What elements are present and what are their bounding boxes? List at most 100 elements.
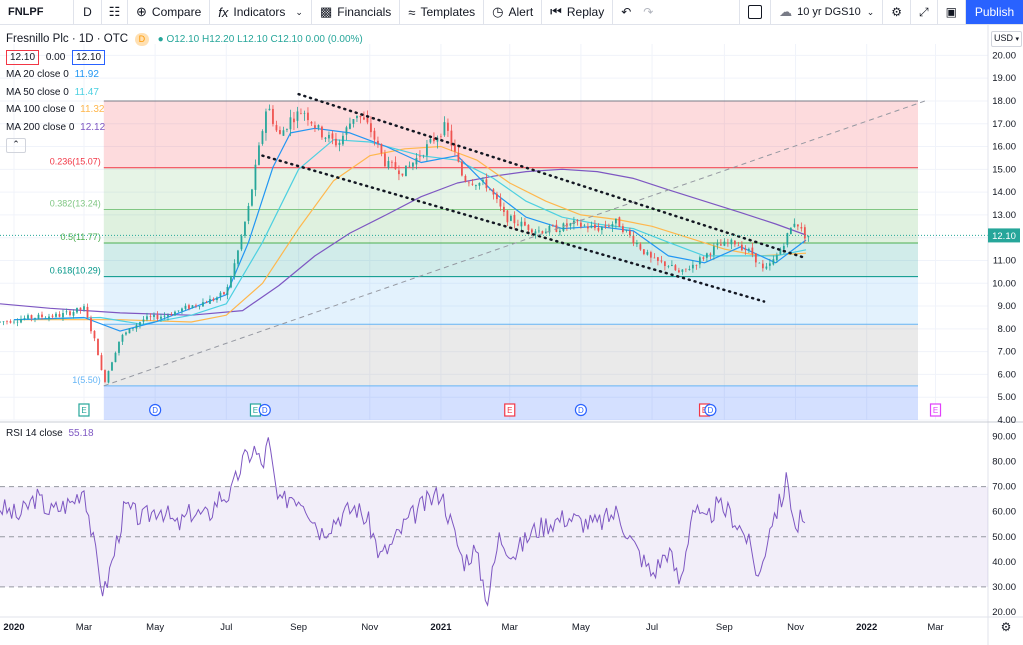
candle-body bbox=[587, 226, 589, 229]
candle-body bbox=[716, 243, 719, 246]
layout-button[interactable] bbox=[739, 0, 772, 24]
candle-body bbox=[90, 318, 92, 332]
candle-body bbox=[149, 316, 152, 318]
templates-button[interactable]: ≈ Templates bbox=[400, 0, 485, 24]
candle-body bbox=[51, 315, 54, 317]
candle-body bbox=[296, 111, 299, 121]
candle-body bbox=[534, 231, 537, 234]
candle-body bbox=[625, 230, 628, 231]
candle-body bbox=[233, 263, 236, 277]
candle-body bbox=[48, 316, 50, 319]
ma-legend-row[interactable]: MA 200 close 0 12.12 bbox=[6, 119, 363, 137]
candle-body bbox=[419, 156, 421, 157]
candle-body bbox=[177, 310, 180, 312]
chart-legend: Fresnillo Plc · 1D · OTC D ● O12.10 H12.… bbox=[6, 31, 363, 154]
candle-body bbox=[387, 161, 390, 168]
rsi-tick-label: 40.00 bbox=[992, 557, 1016, 568]
chevron-up-icon[interactable]: ⌃ bbox=[6, 138, 26, 153]
indicators-button[interactable]: fx Indicators ⌄ bbox=[210, 0, 312, 24]
candle-body bbox=[69, 311, 71, 316]
time-tick-label: 2022 bbox=[856, 622, 877, 633]
redo-icon[interactable]: ↷ bbox=[643, 5, 654, 19]
candle-body bbox=[698, 257, 701, 265]
bid-box[interactable]: 12.10 bbox=[6, 49, 40, 65]
chart-canvas[interactable]: 0.236(15.07) 0.382(13.24) 0.5(11.77) 0.618(… bbox=[0, 24, 1023, 645]
publish-label: Publish bbox=[974, 5, 1015, 19]
ohlc-low: L12.10 bbox=[237, 34, 268, 45]
d-badge-label: D bbox=[138, 34, 146, 44]
candle-body bbox=[2, 321, 5, 323]
candle-body bbox=[597, 227, 600, 231]
financials-button[interactable]: ▩ Financials bbox=[312, 0, 401, 24]
ohlc-open: O12.10 bbox=[166, 34, 200, 45]
candle-body bbox=[754, 253, 757, 263]
time-tick-label: 2021 bbox=[430, 622, 452, 633]
ma-legend-row[interactable]: MA 50 close 0 11.47 bbox=[6, 84, 363, 102]
fib-level-label: 1(5.50) bbox=[72, 375, 101, 385]
candle-body bbox=[639, 244, 642, 250]
candle-body bbox=[0, 321, 1, 323]
event-label: E bbox=[933, 406, 938, 415]
ask-box[interactable]: 12.10 bbox=[72, 49, 106, 65]
candle-body bbox=[356, 115, 358, 119]
candle-body bbox=[195, 305, 197, 307]
candle-body bbox=[422, 155, 425, 157]
candle-body bbox=[86, 306, 89, 318]
candle-body bbox=[331, 133, 334, 139]
ma50-line bbox=[13, 139, 807, 325]
candle-body bbox=[139, 322, 141, 326]
time-tick-label: May bbox=[146, 622, 164, 633]
candle-body bbox=[310, 122, 313, 124]
rsi-legend[interactable]: RSI 14 close 55.18 bbox=[6, 428, 94, 439]
candle-body bbox=[688, 268, 691, 271]
replay-button[interactable]: ⏮ Replay bbox=[542, 0, 614, 24]
candle-body bbox=[758, 262, 761, 264]
candle-body bbox=[240, 235, 243, 250]
compare-button[interactable]: ⊕ Compare bbox=[128, 0, 211, 24]
price-tick-label: 11.00 bbox=[993, 255, 1016, 266]
interval-button[interactable]: D bbox=[74, 0, 102, 24]
candle-body bbox=[335, 138, 337, 146]
candle-body bbox=[621, 226, 624, 233]
fib-zone bbox=[103, 324, 919, 386]
ma-legend-row[interactable]: MA 100 close 0 11.32 bbox=[6, 101, 363, 119]
time-tick-label: Mar bbox=[76, 622, 92, 633]
price-tick-label: 4.00 bbox=[998, 415, 1017, 426]
candle-body bbox=[41, 314, 43, 318]
fullscreen-button[interactable]: ⤢ bbox=[911, 0, 938, 24]
candle-body bbox=[247, 206, 250, 221]
candle-body bbox=[272, 108, 274, 125]
candle-body bbox=[230, 277, 232, 288]
currency-button[interactable]: USD ▾ bbox=[991, 31, 1023, 47]
candle-body bbox=[499, 198, 502, 207]
price-tick-label: 19.00 bbox=[992, 73, 1016, 84]
candle-body bbox=[796, 224, 799, 227]
chart-style-button[interactable]: ☷ bbox=[102, 0, 128, 24]
candle-body bbox=[303, 113, 306, 114]
benchmark-button[interactable]: ☁ 10 yr DGS10 ⌄ bbox=[771, 0, 884, 24]
ma-legend-row[interactable]: MA 20 close 0 11.92 bbox=[6, 66, 363, 84]
time-tick-label: Sep bbox=[716, 622, 733, 633]
candle-body bbox=[317, 125, 320, 128]
event-label: D bbox=[707, 406, 713, 415]
candle-body bbox=[807, 235, 810, 238]
undo-icon[interactable]: ↶ bbox=[621, 5, 632, 19]
publish-button[interactable]: Publish bbox=[966, 0, 1023, 24]
symbol-header: Fresnillo Plc · 1D · OTC D ● O12.10 H12.… bbox=[6, 31, 363, 49]
candle-body bbox=[531, 229, 533, 233]
dividend-marker bbox=[704, 403, 717, 417]
candles-icon: ☷ bbox=[108, 4, 121, 19]
candle-body bbox=[324, 137, 327, 139]
rsi-tick-label: 60.00 bbox=[992, 507, 1016, 518]
snapshot-button[interactable]: ▣ bbox=[938, 0, 966, 24]
alert-button[interactable]: ◷ Alert bbox=[484, 0, 543, 24]
candle-body bbox=[450, 130, 453, 146]
candle-body bbox=[289, 117, 292, 130]
candle-body bbox=[628, 230, 631, 236]
candle-body bbox=[104, 370, 106, 382]
candle-body bbox=[733, 240, 736, 245]
symbol-search-button[interactable]: FNLPF bbox=[0, 0, 74, 24]
candle-body bbox=[258, 145, 260, 165]
settings-button[interactable]: ⚙ bbox=[883, 0, 912, 24]
chart-title[interactable]: Fresnillo Plc · 1D · OTC bbox=[6, 33, 129, 45]
